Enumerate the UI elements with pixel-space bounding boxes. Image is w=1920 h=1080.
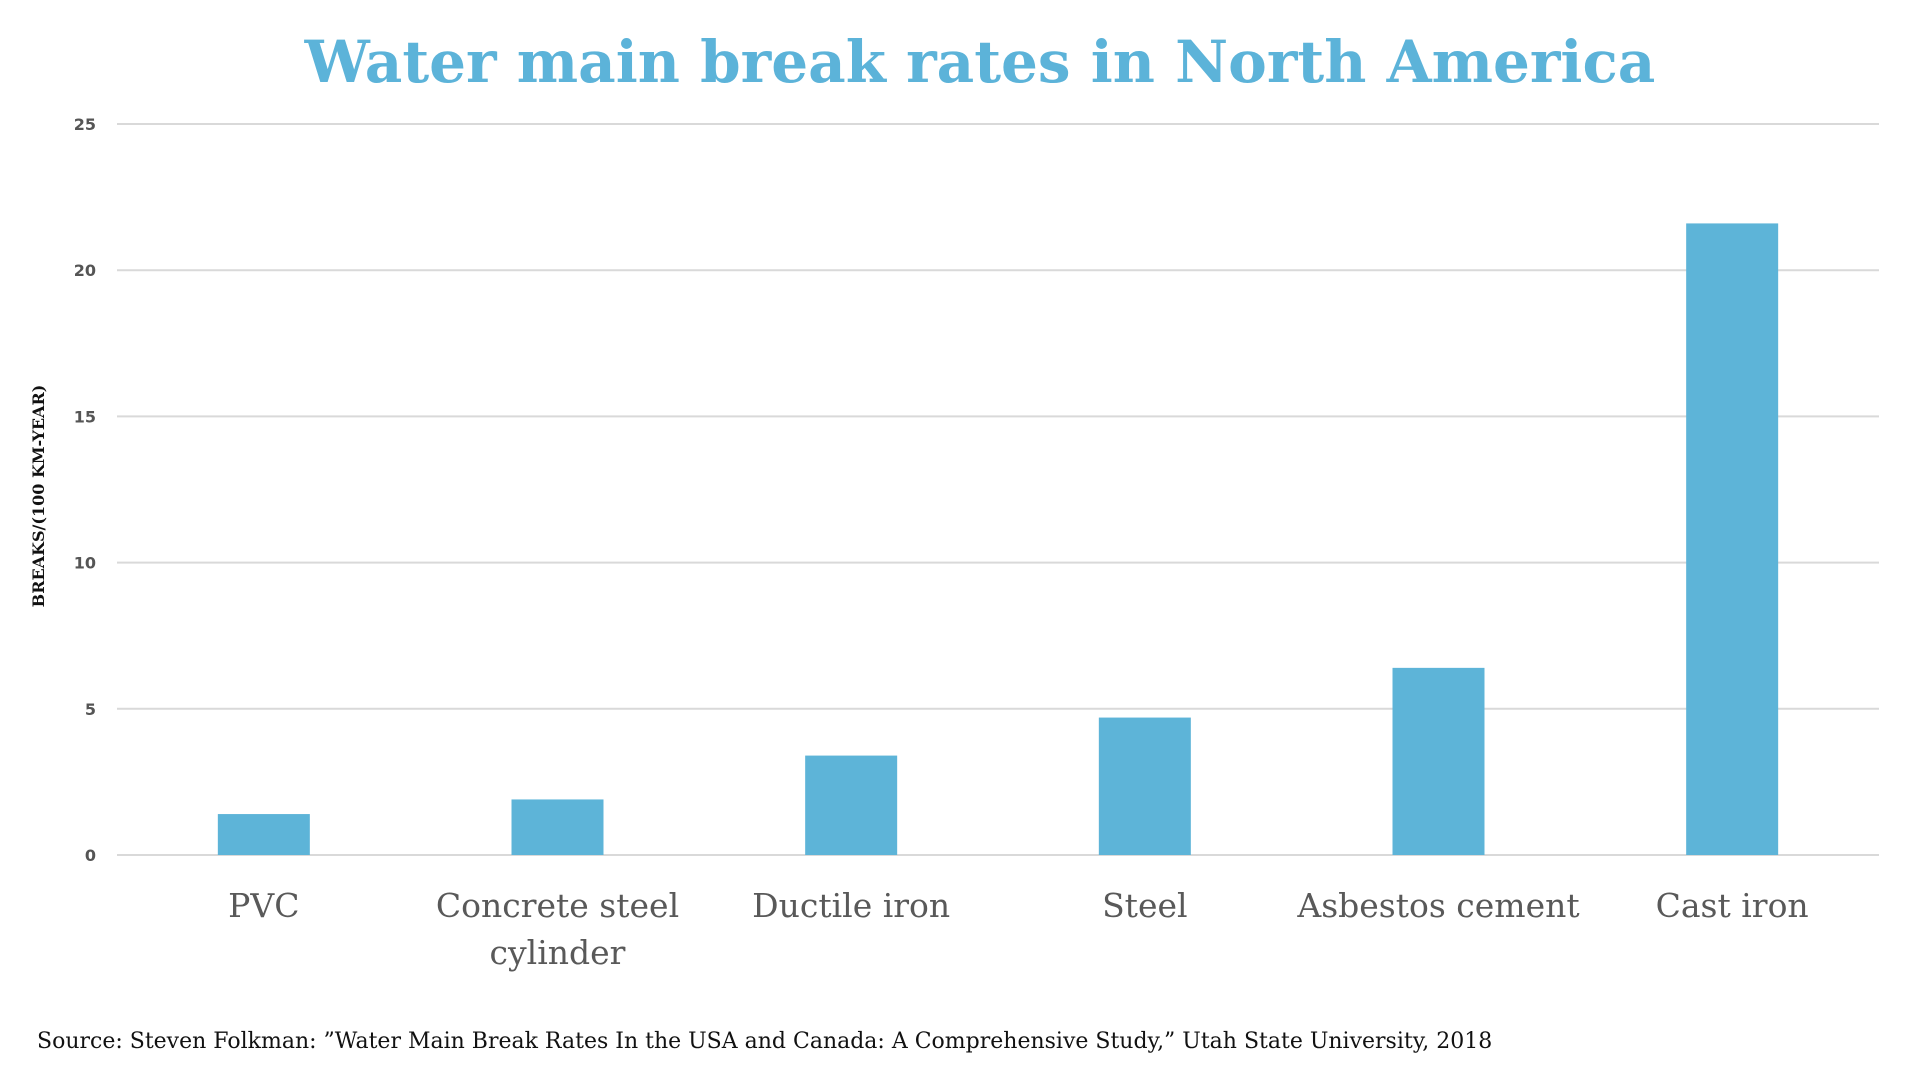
bar: [217, 814, 310, 855]
x-tick-label: PVC: [228, 886, 299, 925]
bar: [805, 755, 898, 855]
y-tick-label: 15: [74, 407, 96, 426]
bar: [1098, 717, 1191, 855]
x-tick-label: Cast iron: [1656, 886, 1809, 925]
y-tick-label: 25: [74, 115, 96, 134]
y-axis-ticks: 0 5 10 15 20 25: [74, 115, 96, 865]
x-axis-categories: PVC Concrete steel cylinder Ductile iron Ste…: [228, 886, 1809, 972]
y-tick-label: 20: [74, 261, 96, 280]
bar: [511, 799, 604, 855]
x-tick-label-line: Cast iron: [1656, 886, 1809, 925]
x-tick-label: Steel: [1102, 886, 1187, 925]
bar: [1392, 667, 1485, 855]
x-tick-label: Concrete steel cylinder: [436, 886, 679, 972]
x-tick-label-line: Steel: [1102, 886, 1187, 925]
x-tick-label: Ductile iron: [752, 886, 950, 925]
bar: [1686, 223, 1779, 855]
x-tick-label-line: Concrete steel: [436, 886, 679, 925]
bars: [217, 223, 1779, 855]
x-tick-label-line: cylinder: [490, 933, 626, 972]
y-tick-label: 5: [85, 700, 96, 719]
x-tick-label-line: PVC: [228, 886, 299, 925]
chart-title: Water main break rates in North America: [304, 28, 1656, 96]
source-note: Source: Steven Folkman: ”Water Main Brea…: [37, 1029, 1492, 1054]
gridlines: [117, 123, 1879, 856]
y-tick-label: 0: [85, 846, 96, 865]
x-tick-label: Asbestos cement: [1296, 886, 1579, 925]
y-tick-label: 10: [74, 554, 96, 573]
y-axis-label: BREAKS/(100 KM-YEAR): [29, 385, 48, 608]
x-tick-label-line: Ductile iron: [752, 886, 950, 925]
x-tick-label-line: Asbestos cement: [1296, 886, 1579, 925]
